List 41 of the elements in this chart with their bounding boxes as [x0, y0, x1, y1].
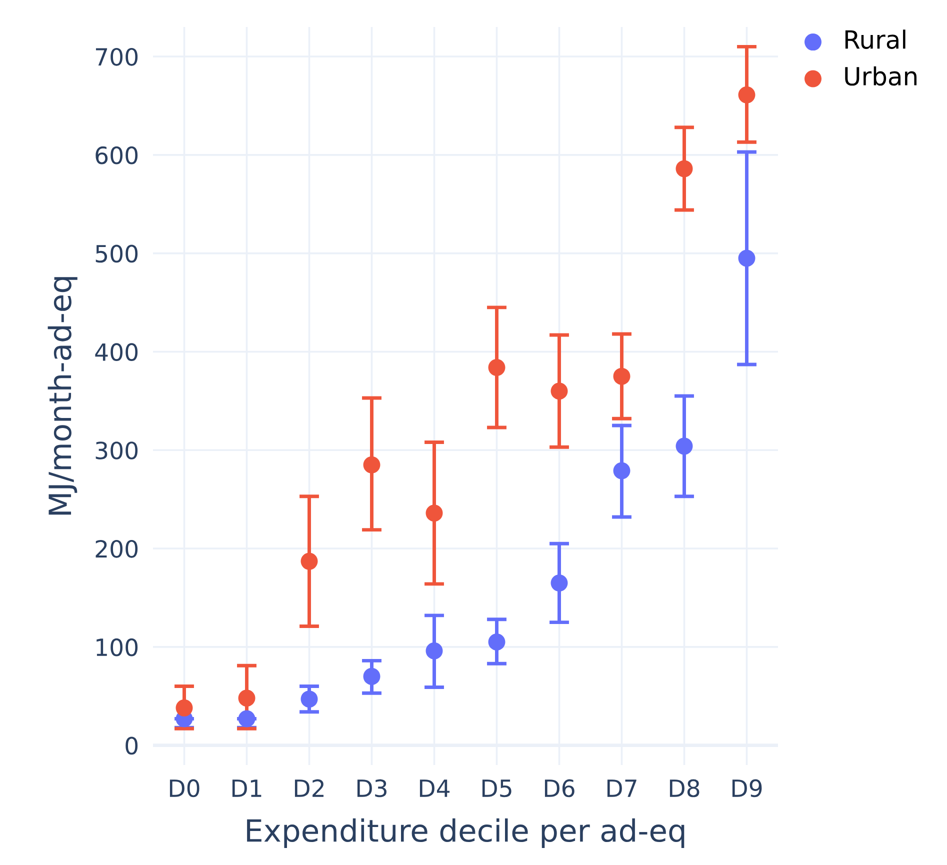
y-tick-label: 700 — [96, 48, 138, 66]
point — [613, 462, 630, 480]
point — [238, 690, 256, 707]
point — [300, 552, 318, 570]
point — [238, 710, 256, 728]
legend-label: Urban — [845, 66, 916, 86]
point — [300, 690, 318, 708]
y-tick-label: 0 — [126, 736, 138, 755]
point — [738, 250, 756, 267]
x-tick-label: D8 — [670, 779, 700, 798]
x-tick-label: D0 — [170, 779, 200, 798]
point — [550, 574, 568, 592]
point — [550, 382, 568, 400]
point — [426, 504, 443, 522]
point — [488, 358, 506, 376]
x-tick-label: D1 — [232, 780, 262, 797]
point — [676, 160, 693, 178]
y-tick-label: 400 — [95, 343, 138, 362]
point — [426, 642, 443, 660]
x-tick-label: D6 — [544, 779, 574, 798]
y-tick-label: 100 — [96, 638, 138, 656]
point — [363, 668, 380, 685]
y-tick-label: 300 — [96, 442, 138, 460]
x-tick-label: D3 — [357, 779, 386, 798]
y-tick-label: 200 — [96, 540, 138, 558]
point — [738, 86, 756, 104]
point — [488, 633, 506, 651]
point — [676, 438, 693, 455]
y-axis-title: MJ/month-ad-eq — [48, 277, 78, 515]
point — [176, 699, 193, 716]
legend-label: Rural — [845, 30, 906, 49]
point — [613, 368, 630, 385]
x-tick-label: D4 — [420, 780, 450, 797]
y-tick-label: 500 — [96, 244, 138, 263]
point — [363, 456, 380, 474]
x-tick-label: D5 — [482, 780, 512, 798]
x-tick-label: D9 — [732, 779, 762, 798]
x-axis-title: Expenditure decile per ad-eq — [247, 818, 684, 848]
x-tick-label: D7 — [607, 780, 636, 797]
y-tick-label: 600 — [96, 146, 138, 164]
x-tick-label: D2 — [294, 779, 324, 797]
